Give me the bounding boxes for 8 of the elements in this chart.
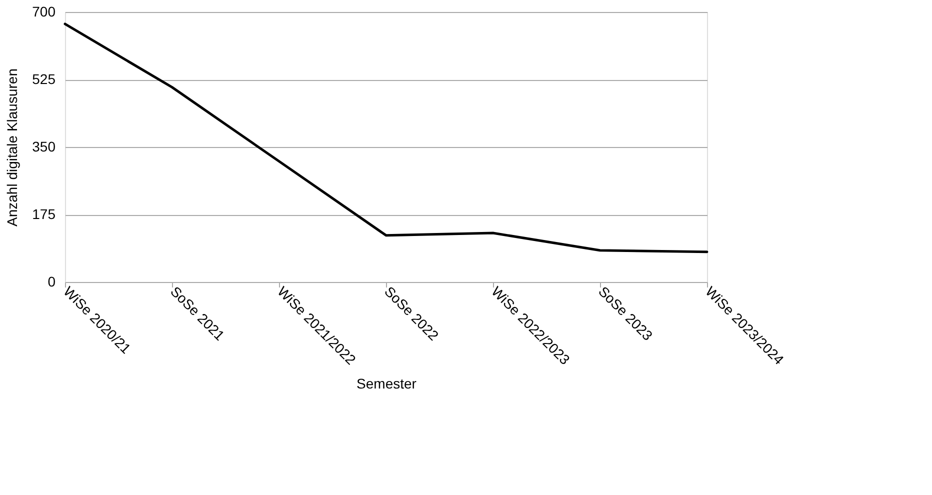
y-tick-label: 0 [48, 274, 56, 290]
line-series [64, 22, 708, 254]
y-tick-label: 525 [32, 71, 56, 87]
y-tick-label: 700 [32, 4, 56, 20]
y-axis-title: Anzahl digitale Klausuren [4, 68, 20, 226]
x-axis-title: Semester [356, 376, 417, 392]
y-tick-label: 350 [32, 138, 56, 154]
y-tick-label: 175 [32, 206, 56, 222]
